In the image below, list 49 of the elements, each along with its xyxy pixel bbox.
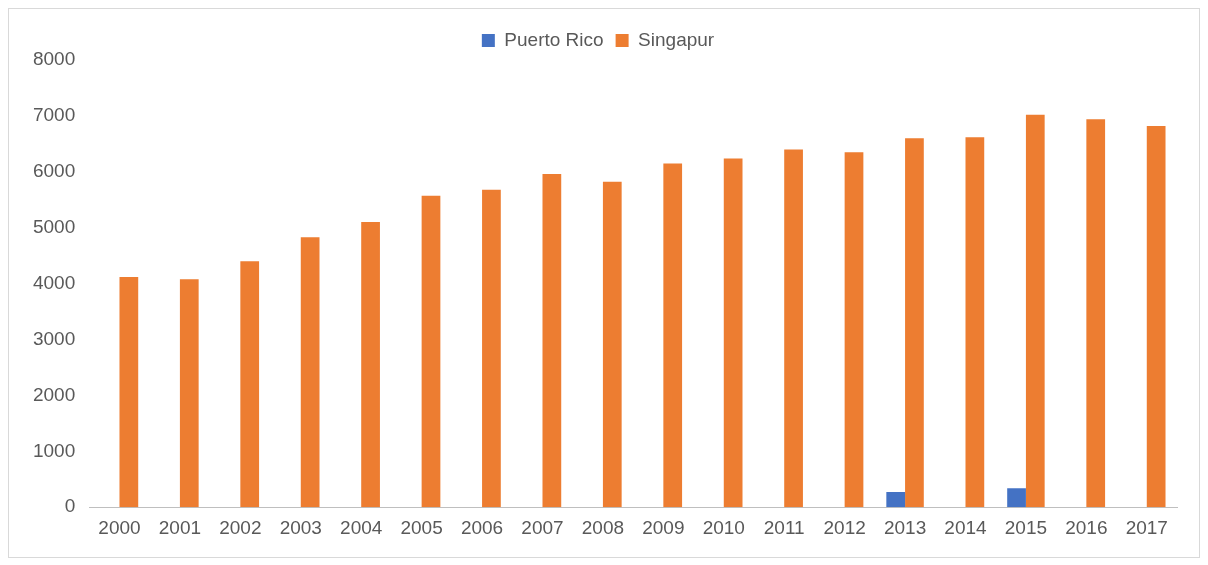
bar [965,137,985,508]
y-tick-label: 8000 [32,48,76,70]
bar [905,138,924,508]
x-tick-label: 2010 [702,516,745,538]
x-tick-label: 2016 [1065,516,1108,538]
bar [179,279,199,508]
y-tick-label: 4000 [32,271,76,293]
bar [886,492,906,508]
bar [1086,119,1106,508]
bar [361,222,380,508]
x-tick-label: 2008 [581,516,625,538]
x-tick-label: 2007 [521,516,564,538]
bar [119,276,139,508]
x-tick-label: 2003 [279,516,322,538]
x-tick-label: 2015 [1004,516,1048,538]
x-tick-label: 2002 [219,516,262,538]
bar [421,195,441,508]
x-tick-label: 2011 [763,516,805,538]
x-tick-label: 2009 [642,516,685,538]
bar [602,181,622,508]
bar [784,149,803,508]
bar [542,174,562,508]
x-tick-label: 2014 [944,516,988,538]
y-tick-label: 3000 [32,327,76,349]
x-tick-label: 2012 [823,516,866,538]
legend-label: Puerto Rico [504,28,604,50]
bar [1025,114,1045,508]
x-tick-label: 2004 [340,516,383,538]
x-tick-label: 2001 [158,516,202,538]
bar [1007,488,1026,508]
x-tick-label: 2005 [400,516,443,538]
bar [723,158,743,508]
x-tick-label: 2000 [98,516,141,538]
bar [482,189,501,508]
y-tick-label: 1000 [32,439,76,461]
y-tick-label: 0 [64,495,76,517]
bar [300,237,320,508]
x-tick-label: 2006 [460,516,504,538]
y-tick-label: 5000 [32,215,76,237]
y-tick-label: 7000 [32,104,76,126]
bar [240,261,260,508]
legend-label: Singapur [638,28,715,50]
bar [844,152,864,508]
y-tick-label: 6000 [32,160,76,182]
x-tick-label: 2013 [883,516,927,538]
bar [663,163,683,508]
bar [1146,125,1166,508]
y-tick-label: 2000 [32,383,76,405]
x-tick-label: 2017 [1125,516,1168,538]
